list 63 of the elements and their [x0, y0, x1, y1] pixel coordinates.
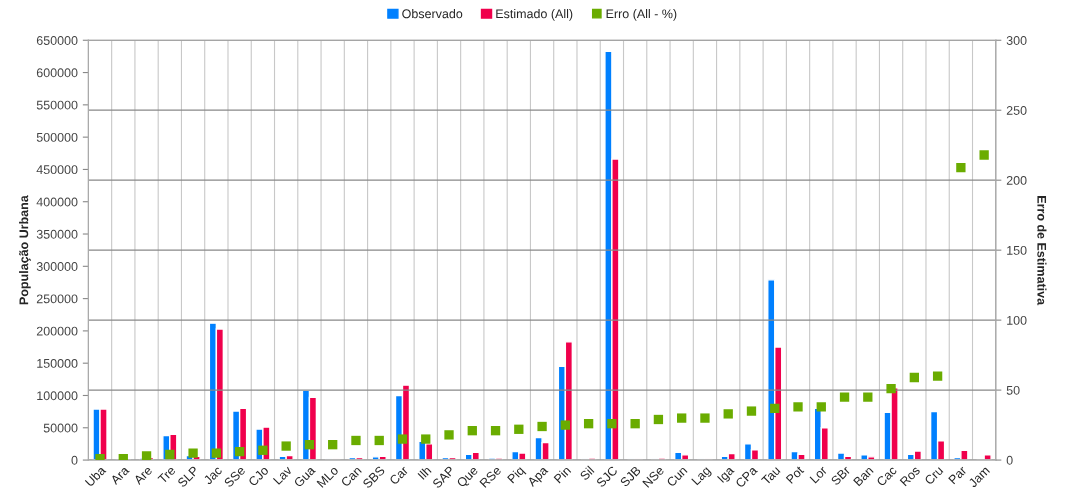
y-tick-label: 550000	[36, 100, 78, 110]
x-tick-label: Cun	[666, 465, 688, 488]
legend-label: Erro (All - %)	[606, 9, 677, 21]
y2-tick-label: 50	[1006, 385, 1020, 395]
x-tick-label: Sil	[579, 465, 595, 481]
x-tick-label: SJC	[595, 465, 619, 488]
y2-tick-label: 250	[1006, 106, 1027, 115]
y2-tick-label: 0	[1006, 455, 1013, 465]
x-tick-label: Ros	[899, 465, 921, 487]
x-tick-label: Tre	[157, 465, 176, 485]
x-tick-label: Ara	[109, 465, 130, 486]
y-tick-label: 250000	[36, 294, 78, 304]
y-tick-label: 650000	[36, 36, 78, 45]
y-tick-label: 100000	[37, 391, 78, 401]
legend-label: Estimado (All)	[496, 9, 573, 21]
y-tick-label: 300000	[36, 262, 78, 271]
x-tick-label: CJo	[247, 465, 270, 487]
y-tick-label: 600000	[36, 68, 78, 78]
x-tick-label: Lav	[272, 465, 293, 485]
x-tick-label: Apa	[526, 465, 551, 489]
y2-tick-label: 150	[1007, 245, 1027, 255]
y2-axis-title: Erro de Estimativa	[1037, 196, 1047, 306]
legend-label: Observado	[402, 9, 463, 19]
x-tick-label: Piq	[506, 465, 527, 486]
x-tick-label: RSe	[479, 465, 502, 488]
x-tick-label: Pot	[785, 465, 805, 484]
x-tick-label: Gua	[293, 465, 316, 488]
x-tick-label: Que	[456, 465, 480, 490]
y-axis-title: População Urbana	[19, 195, 31, 305]
x-tick-label: Car	[388, 465, 409, 486]
x-tick-label: Ban	[853, 465, 874, 487]
y-tick-label: 200000	[36, 326, 78, 336]
x-tick-label: Pin	[553, 465, 572, 484]
x-tick-label: Cru	[924, 465, 944, 486]
x-tick-label: Uba	[84, 464, 107, 487]
y-tick-label: 350000	[36, 229, 78, 239]
x-tick-label: Lag	[691, 465, 713, 488]
x-tick-label: SJB	[619, 465, 642, 488]
x-tick-label: Jac	[203, 465, 223, 486]
y2-tick-label: 300	[1006, 36, 1027, 45]
y-tick-label: 150000	[37, 358, 78, 368]
x-tick-label: Can	[340, 465, 362, 488]
x-tick-label: MLo	[316, 465, 339, 488]
y2-tick-label: 200	[1006, 176, 1027, 185]
y-tick-label: 450000	[36, 165, 78, 175]
x-tick-label: Par	[948, 465, 968, 485]
x-tick-label: SBr	[830, 465, 851, 486]
x-tick-label: Iga	[717, 465, 737, 485]
x-tick-label: Lor	[809, 465, 828, 484]
x-tick-label: Tau	[761, 465, 781, 486]
y-tick-label: 400000	[36, 197, 78, 207]
x-tick-label: CPa	[734, 465, 758, 489]
x-tick-label: SLP	[177, 465, 200, 488]
y2-tick-label: 100	[1007, 315, 1027, 325]
y-tick-label: 500000	[36, 132, 78, 142]
x-tick-label: Jam	[967, 465, 991, 488]
y-tick-label: 0	[71, 455, 78, 465]
x-tick-label: Are	[133, 465, 153, 486]
x-tick-label: Ilh	[417, 465, 432, 480]
x-tick-label: Cac	[876, 465, 898, 487]
x-tick-label: SSe	[223, 465, 246, 488]
x-tick-label: NSe	[642, 465, 665, 488]
y-tick-label: 50000	[43, 423, 78, 433]
